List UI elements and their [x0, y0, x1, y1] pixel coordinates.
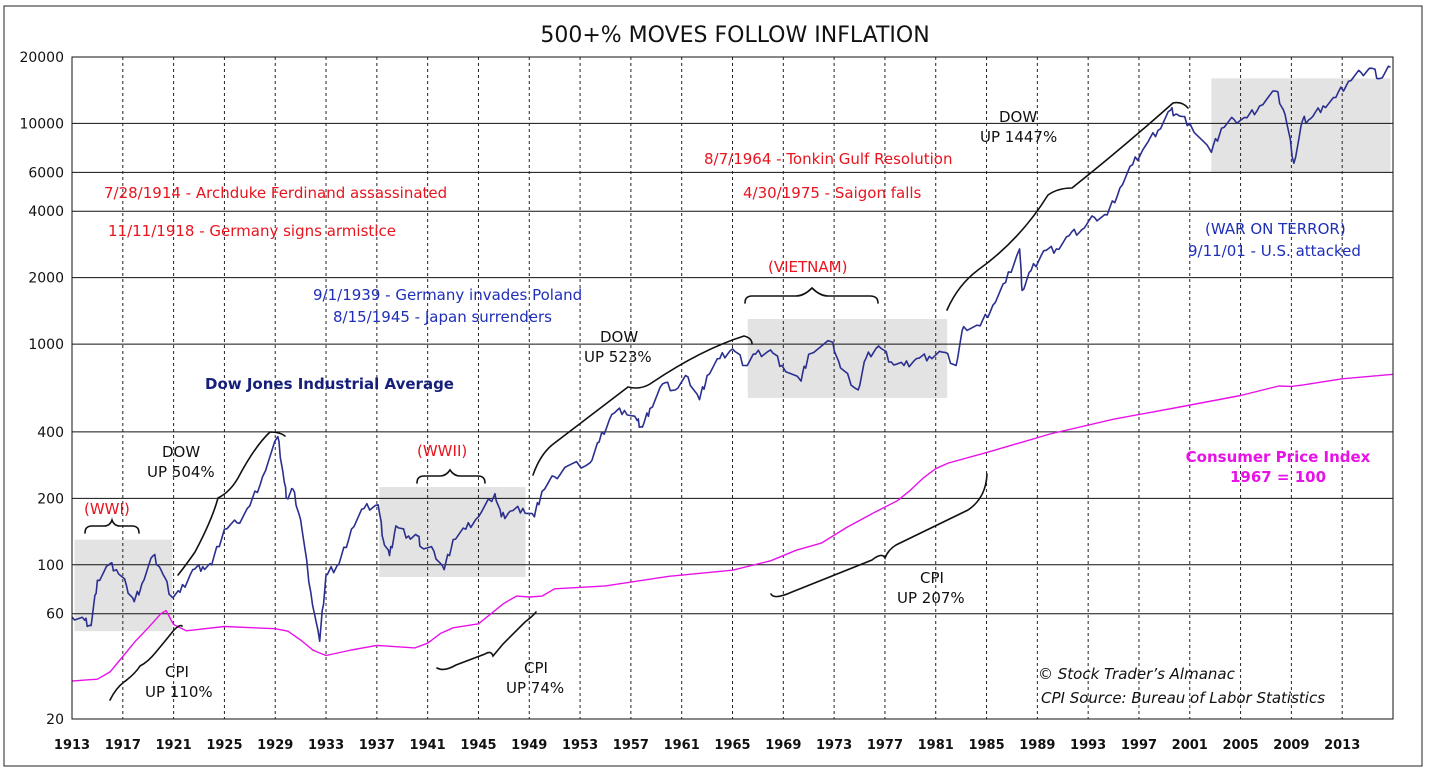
x-tick-label-8: 1945: [460, 738, 496, 753]
brace-wwii: [416, 468, 486, 484]
brace-cpi-207: [770, 473, 988, 598]
cpi-series-label-line1: Consumer Price Index: [1186, 448, 1371, 466]
cpi-source-credit: CPI Source: Bureau of Labor Statistics: [1041, 689, 1325, 707]
gridlines: [72, 57, 1393, 719]
x-tick-label-16: 1977: [867, 738, 903, 753]
x-tick-label-10: 1953: [562, 738, 598, 753]
shaded-period-0: [74, 539, 173, 632]
shaded-period-1: [379, 487, 526, 578]
move-cpi-207-line2: UP 207%: [897, 589, 965, 607]
label-war-on-terror: (WAR ON TERROR): [1205, 220, 1346, 238]
move-dow-1447-line1: DOW: [999, 108, 1037, 126]
x-tick-label-22: 2001: [1172, 738, 1208, 753]
shaded-period-2: [747, 318, 948, 398]
series-layer: [71, 65, 1394, 682]
move-cpi-110-line1: CPI: [165, 663, 189, 681]
series-line-1: [71, 373, 1394, 682]
y-tick-label-7: 4000: [28, 204, 64, 220]
x-tick-label-12: 1961: [664, 738, 700, 753]
move-cpi-207-line1: CPI: [920, 569, 944, 587]
y-tick-label-6: 2000: [28, 271, 64, 287]
brace-vietnam: [744, 286, 879, 304]
label-wwii: (WWII): [417, 442, 467, 460]
x-tick-label-14: 1969: [765, 738, 801, 753]
x-tick-label-11: 1957: [613, 738, 649, 753]
x-tick-label-25: 2013: [1324, 738, 1360, 753]
x-tick-labels: 1913 1917 1921 1925 1929 1933 1937 1941 1945 1949…: [54, 738, 1360, 753]
x-tick-label-13: 1965: [714, 738, 750, 753]
x-tick-label-5: 1933: [308, 738, 344, 753]
brace-cpi-74: [436, 611, 537, 671]
brace-cpi-110: [109, 624, 183, 701]
x-tick-label-9: 1949: [511, 738, 547, 753]
label-vietnam: (VIETNAM): [768, 258, 847, 276]
x-tick-label-2: 1921: [156, 738, 192, 753]
move-dow-523-line1: DOW: [600, 328, 638, 346]
y-tick-label-0: 20: [46, 712, 64, 728]
label-wwi: (WWI): [84, 500, 130, 518]
event-poland: 9/1/1939 - Germany invades Poland: [313, 286, 582, 304]
x-tick-label-21: 1997: [1121, 738, 1157, 753]
brace-dow-504: [177, 431, 286, 576]
move-dow-523-line2: UP 523%: [584, 348, 652, 366]
outer-frame: [3, 5, 1423, 767]
move-dow-504-line2: UP 504%: [147, 463, 215, 481]
chart-title: 500+% MOVES FOLLOW INFLATION: [540, 23, 929, 48]
copyright-credit: © Stock Trader’s Almanac: [1038, 665, 1236, 683]
event-tonkin: 8/7/1964 - Tonkin Gulf Resolution: [704, 150, 952, 168]
x-tick-label-3: 1925: [206, 738, 242, 753]
x-tick-label-19: 1989: [1019, 738, 1055, 753]
plot-frame: [71, 56, 1394, 720]
shaded-periods: [74, 78, 1391, 632]
y-tick-labels: 20 60 100 200 400 1000 2000 4000 6000 10000 20000: [19, 50, 64, 728]
x-tick-label-15: 1973: [816, 738, 852, 753]
y-tick-label-4: 400: [37, 425, 64, 441]
x-tick-label-20: 1993: [1070, 738, 1106, 753]
cpi-series-label-line2: 1967 = 100: [1230, 468, 1326, 486]
x-tick-label-23: 2005: [1222, 738, 1258, 753]
x-tick-label-24: 2009: [1273, 738, 1309, 753]
x-tick-label-6: 1937: [359, 738, 395, 753]
x-tick-label-7: 1941: [410, 738, 446, 753]
event-saigon: 4/30/1975 - Saigon falls: [743, 184, 922, 202]
y-tick-label-1: 60: [46, 607, 64, 623]
series-line-0: [71, 65, 1391, 643]
dow-series-label: Dow Jones Industrial Average: [205, 375, 454, 393]
y-tick-label-2: 100: [37, 558, 64, 574]
y-tick-label-10: 20000: [19, 50, 64, 66]
y-tick-label-3: 200: [37, 491, 64, 507]
event-911: 9/11/01 - U.S. attacked: [1188, 242, 1361, 260]
event-archduke: 7/28/1914 - Archduke Ferdinand assassina…: [104, 184, 447, 202]
x-tick-label-17: 1981: [918, 738, 954, 753]
x-tick-label-18: 1985: [968, 738, 1004, 753]
braces: [84, 101, 1189, 701]
event-armistice: 11/11/1918 - Germany signs armistice: [108, 222, 396, 240]
brace-dow-523: [532, 335, 753, 476]
brace-dow-1447: [946, 101, 1189, 311]
brace-wwi: [84, 517, 140, 534]
y-tick-label-8: 6000: [28, 165, 64, 181]
x-tick-label-0: 1913: [54, 738, 90, 753]
x-tick-label-4: 1929: [257, 738, 293, 753]
move-cpi-110-line2: UP 110%: [145, 683, 213, 701]
y-tick-label-5: 1000: [28, 337, 64, 353]
move-dow-1447-line2: UP 1447%: [980, 128, 1057, 146]
move-cpi-74-line1: CPI: [524, 659, 548, 677]
move-dow-504-line1: DOW: [162, 443, 200, 461]
x-tick-label-1: 1917: [105, 738, 141, 753]
move-cpi-74-line2: UP 74%: [506, 679, 564, 697]
y-tick-label-9: 10000: [19, 116, 64, 132]
event-japan: 8/15/1945 - Japan surrenders: [333, 308, 552, 326]
